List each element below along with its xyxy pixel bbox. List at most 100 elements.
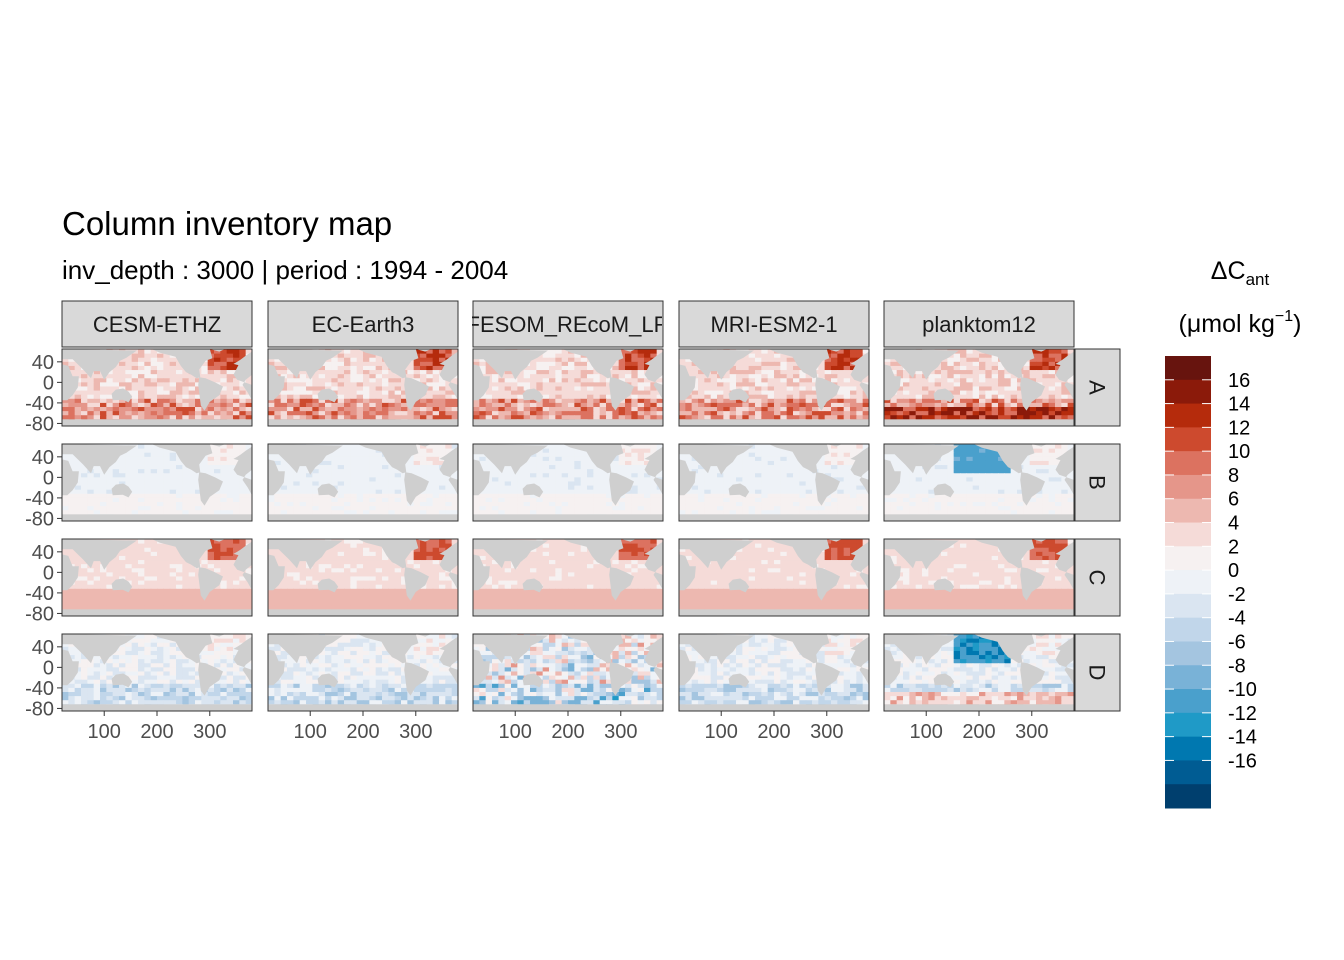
grid-cell [325, 402, 332, 408]
grid-cell [966, 361, 974, 367]
grid-cell [312, 469, 320, 474]
grid-cell [644, 473, 651, 478]
grid-cell [375, 402, 383, 408]
grid-cell [119, 469, 126, 474]
grid-cell [549, 493, 556, 499]
grid-cell [188, 481, 196, 487]
grid-cell [761, 382, 769, 388]
grid-cell [388, 469, 396, 474]
grid-cell [74, 481, 82, 487]
grid-cell [774, 370, 781, 375]
grid-cell [119, 357, 126, 363]
grid-cell [312, 493, 320, 499]
grid-cell [169, 411, 177, 416]
grid-cell [511, 402, 518, 408]
grid-cell [504, 402, 512, 408]
grid-cell [420, 349, 427, 355]
grid-cell [922, 378, 929, 383]
grid-cell [413, 456, 421, 462]
grid-cell [337, 456, 345, 462]
grid-cell [511, 415, 518, 420]
grid-cell [81, 469, 88, 474]
grid-cell [843, 361, 851, 367]
grid-cell [138, 415, 145, 420]
grid-cell [337, 473, 345, 478]
grid-cell [580, 407, 588, 412]
grid-cell [710, 411, 718, 416]
grid-cell [587, 365, 594, 371]
grid-cell [125, 469, 133, 474]
grid-cell [220, 394, 228, 400]
grid-cell [299, 473, 307, 478]
grid-cell [432, 448, 440, 454]
land-mass [562, 349, 624, 379]
grid-cell [511, 477, 518, 483]
grid-cell [843, 365, 851, 371]
grid-cell [685, 361, 693, 367]
grid-cell [299, 386, 307, 392]
grid-cell [587, 411, 594, 416]
grid-cell [337, 349, 345, 355]
grid-cell [915, 390, 923, 396]
grid-cell [523, 411, 531, 416]
grid-cell [287, 407, 294, 412]
grid-cell [704, 485, 712, 491]
grid-cell [420, 378, 427, 383]
grid-cell [131, 506, 139, 511]
grid-cell [1036, 402, 1043, 408]
grid-cell [523, 415, 531, 420]
grid-cell [631, 411, 639, 416]
grid-cell [337, 394, 345, 400]
grid-cell [325, 382, 332, 388]
grid-cell [350, 452, 358, 458]
grid-cell [767, 357, 775, 363]
grid-cell [618, 444, 626, 450]
grid-cell [207, 378, 215, 383]
grid-cell [388, 374, 396, 379]
grid-cell [587, 473, 594, 478]
grid-cell [843, 460, 851, 466]
grid-cell [625, 444, 632, 450]
land-mass [850, 351, 869, 366]
grid-cell [233, 497, 240, 503]
grid-cell [536, 402, 544, 408]
grid-cell [723, 469, 731, 474]
grid-cell [530, 510, 537, 515]
grid-cell [587, 407, 594, 412]
grid-cell [350, 361, 358, 367]
grid-cell [818, 460, 826, 466]
grid-cell [413, 502, 421, 507]
grid-cell [843, 452, 851, 458]
grid-cell [356, 361, 364, 367]
grid-cell [517, 374, 525, 379]
grid-cell [226, 402, 234, 408]
grid-cell [710, 469, 718, 474]
grid-cell [631, 493, 639, 499]
grid-cell [831, 394, 838, 400]
grid-cell [704, 386, 712, 392]
grid-cell [625, 456, 632, 462]
grid-cell [549, 497, 556, 503]
grid-cell [299, 485, 307, 491]
grid-cell [755, 357, 762, 363]
grid-cell [599, 473, 607, 478]
grid-cell [587, 510, 594, 515]
grid-cell [81, 477, 88, 483]
grid-cell [837, 378, 845, 383]
grid-cell [761, 394, 769, 400]
grid-cell [195, 411, 202, 416]
grid-cell [748, 485, 756, 491]
grid-cell [306, 386, 313, 392]
panel-border [267, 443, 459, 522]
grid-cell [985, 407, 993, 412]
grid-cell [625, 411, 632, 416]
grid-cell [293, 481, 301, 487]
grid-cell [606, 493, 613, 499]
grid-cell [780, 452, 788, 458]
grid-cell [144, 415, 152, 420]
grid-cell [125, 456, 133, 462]
grid-cell [799, 402, 807, 408]
grid-cell [824, 402, 832, 408]
grid-cell [966, 378, 974, 383]
grid-cell [748, 390, 756, 396]
